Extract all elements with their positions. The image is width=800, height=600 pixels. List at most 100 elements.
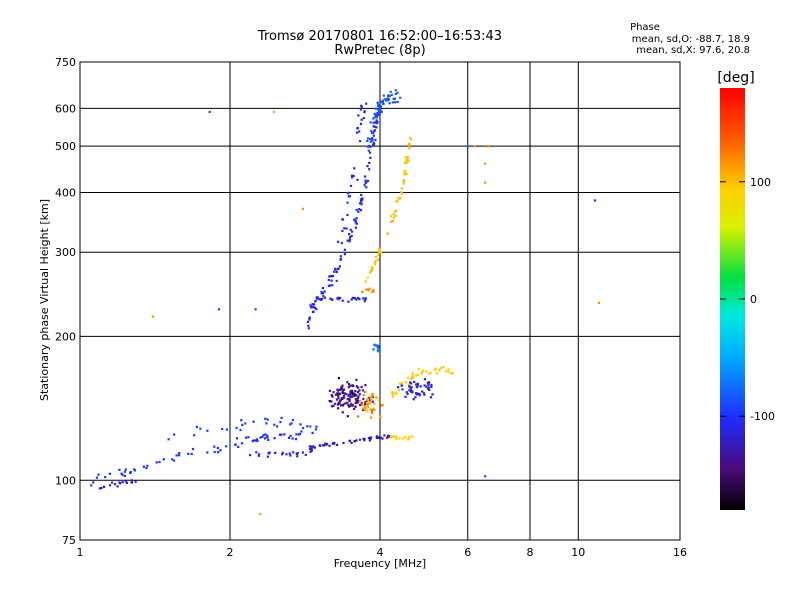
echo-point bbox=[332, 391, 335, 394]
echo-point bbox=[371, 395, 374, 398]
echo-point bbox=[378, 110, 381, 113]
echo-point bbox=[351, 389, 354, 392]
echo-point bbox=[278, 433, 282, 436]
echo-point bbox=[361, 389, 364, 392]
echo-point bbox=[323, 290, 326, 293]
echo-point bbox=[360, 385, 363, 389]
echo-point bbox=[358, 202, 362, 205]
echo-point bbox=[315, 296, 318, 299]
echo-point bbox=[331, 442, 334, 445]
echo-point bbox=[392, 213, 395, 216]
colorbar-ticks: 100 0 -100 bbox=[720, 176, 775, 423]
echo-point bbox=[405, 391, 408, 394]
echo-point bbox=[413, 380, 416, 383]
echo-point bbox=[355, 399, 358, 402]
echo-point bbox=[369, 138, 372, 141]
colorbar-tick-label: 100 bbox=[750, 176, 771, 189]
echo-point bbox=[381, 437, 384, 440]
echo-point bbox=[401, 382, 404, 385]
echo-point bbox=[395, 438, 398, 441]
echo-point bbox=[281, 453, 284, 456]
echo-point bbox=[369, 140, 372, 143]
echo-point bbox=[338, 388, 342, 391]
echo-point bbox=[373, 409, 376, 412]
echo-point bbox=[301, 451, 304, 454]
echo-point bbox=[341, 411, 344, 414]
echo-point bbox=[356, 397, 359, 400]
echo-point bbox=[190, 452, 193, 456]
echo-point bbox=[372, 134, 375, 137]
echo-point bbox=[346, 201, 349, 204]
echo-point bbox=[376, 122, 379, 125]
echo-point bbox=[427, 386, 430, 389]
echo-point bbox=[359, 140, 362, 143]
echo-point bbox=[133, 469, 137, 472]
echo-point bbox=[241, 423, 244, 426]
echo-point bbox=[362, 394, 365, 397]
echo-point bbox=[366, 139, 369, 142]
y-tick-label: 500 bbox=[55, 140, 76, 153]
echo-point bbox=[313, 306, 316, 309]
echo-point bbox=[414, 396, 417, 399]
echo-point bbox=[134, 480, 137, 483]
echo-point bbox=[375, 435, 378, 438]
echo-point bbox=[336, 240, 340, 243]
echo-point bbox=[339, 258, 342, 261]
echo-point bbox=[354, 390, 357, 393]
echo-point bbox=[354, 398, 357, 401]
echo-point bbox=[370, 436, 373, 439]
echo-point bbox=[240, 442, 244, 445]
echo-point bbox=[125, 481, 128, 484]
echo-point bbox=[421, 371, 424, 374]
echo-point bbox=[359, 209, 362, 212]
echo-point bbox=[408, 436, 411, 439]
echo-point bbox=[394, 435, 397, 439]
echo-point bbox=[343, 396, 346, 399]
echo-point bbox=[346, 239, 349, 242]
echo-point bbox=[372, 143, 375, 146]
echo-point bbox=[410, 382, 413, 385]
echo-point bbox=[377, 345, 380, 348]
echo-point bbox=[360, 203, 363, 206]
echo-point bbox=[376, 258, 379, 261]
echo-point bbox=[431, 393, 434, 396]
echo-point bbox=[345, 227, 348, 230]
echo-point bbox=[372, 117, 375, 120]
echo-point bbox=[357, 210, 360, 213]
phase-stats-x: mean, sd,X: 97.6, 20.8 bbox=[636, 45, 750, 56]
echo-point bbox=[370, 398, 373, 402]
echo-point bbox=[335, 270, 338, 274]
echo-point bbox=[341, 299, 344, 302]
echo-point bbox=[404, 435, 407, 439]
echo-point bbox=[371, 139, 374, 142]
echo-point bbox=[484, 181, 487, 184]
echo-point bbox=[372, 290, 375, 293]
echo-point bbox=[158, 460, 161, 464]
echo-point bbox=[438, 369, 441, 372]
echo-point bbox=[328, 400, 331, 403]
echo-point bbox=[416, 382, 419, 385]
echo-point bbox=[451, 371, 454, 375]
echo-point bbox=[367, 149, 370, 152]
echo-point bbox=[301, 426, 305, 430]
echo-point bbox=[423, 393, 426, 396]
echo-point bbox=[378, 247, 381, 250]
echo-point bbox=[400, 192, 404, 195]
echo-point bbox=[391, 395, 394, 398]
echo-point bbox=[348, 439, 351, 443]
echo-point bbox=[121, 481, 124, 484]
echo-point bbox=[349, 390, 352, 393]
echo-point bbox=[355, 385, 358, 388]
echo-point bbox=[402, 182, 405, 185]
echo-point bbox=[377, 253, 380, 257]
echo-point bbox=[370, 129, 373, 132]
echo-point bbox=[298, 432, 301, 436]
echo-point bbox=[411, 371, 414, 374]
echo-point bbox=[172, 459, 176, 462]
echo-point bbox=[369, 121, 372, 124]
echo-point bbox=[353, 218, 356, 221]
echo-point bbox=[435, 372, 438, 375]
echo-point bbox=[375, 126, 378, 129]
echo-point bbox=[146, 464, 149, 467]
echo-point bbox=[387, 435, 390, 438]
